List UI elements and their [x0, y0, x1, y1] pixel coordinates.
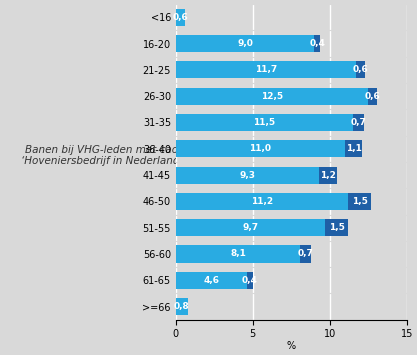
Text: 11,2: 11,2 [251, 197, 273, 206]
Bar [348, 193, 371, 210]
Bar [353, 114, 364, 131]
Text: 0,8: 0,8 [174, 302, 190, 311]
Bar [176, 35, 314, 52]
Bar [176, 193, 348, 210]
Text: Banen bij VHG-leden met cao
‘Hoveniersbedrijf in Nederland’: Banen bij VHG-leden met cao ‘Hoveniersbe… [21, 145, 183, 166]
Text: 0,6: 0,6 [365, 92, 381, 101]
Bar [314, 35, 321, 52]
X-axis label: %: % [286, 341, 296, 351]
Text: 9,0: 9,0 [237, 39, 253, 48]
Text: 0,4: 0,4 [309, 39, 325, 48]
Text: 1,5: 1,5 [329, 223, 344, 232]
Bar [176, 61, 356, 78]
Text: 0,6: 0,6 [353, 65, 368, 75]
Text: 8,1: 8,1 [230, 250, 246, 258]
Bar [301, 245, 311, 263]
Bar [368, 88, 377, 105]
Text: 4,6: 4,6 [203, 276, 219, 285]
Bar [246, 272, 253, 289]
Bar [176, 9, 185, 26]
Bar [176, 166, 319, 184]
Bar [319, 166, 337, 184]
Bar [356, 61, 365, 78]
Text: 12,5: 12,5 [261, 92, 283, 101]
Text: 11,7: 11,7 [255, 65, 277, 75]
Text: 11,0: 11,0 [249, 144, 271, 153]
Text: 1,1: 1,1 [346, 144, 362, 153]
Text: 9,3: 9,3 [239, 171, 255, 180]
Text: 1,5: 1,5 [352, 197, 368, 206]
Text: 1,2: 1,2 [320, 171, 336, 180]
Text: 9,7: 9,7 [242, 223, 259, 232]
Bar [176, 272, 246, 289]
Bar [176, 114, 353, 131]
Bar [325, 219, 348, 236]
Text: 11,5: 11,5 [253, 118, 275, 127]
Text: 0,7: 0,7 [298, 250, 314, 258]
Bar [176, 219, 325, 236]
Bar [176, 245, 301, 263]
Text: 0,6: 0,6 [173, 13, 188, 22]
Bar [176, 88, 368, 105]
Bar [176, 298, 188, 315]
Text: 0,7: 0,7 [350, 118, 366, 127]
Bar [345, 140, 362, 157]
Text: 0,4: 0,4 [242, 276, 258, 285]
Bar [176, 140, 345, 157]
